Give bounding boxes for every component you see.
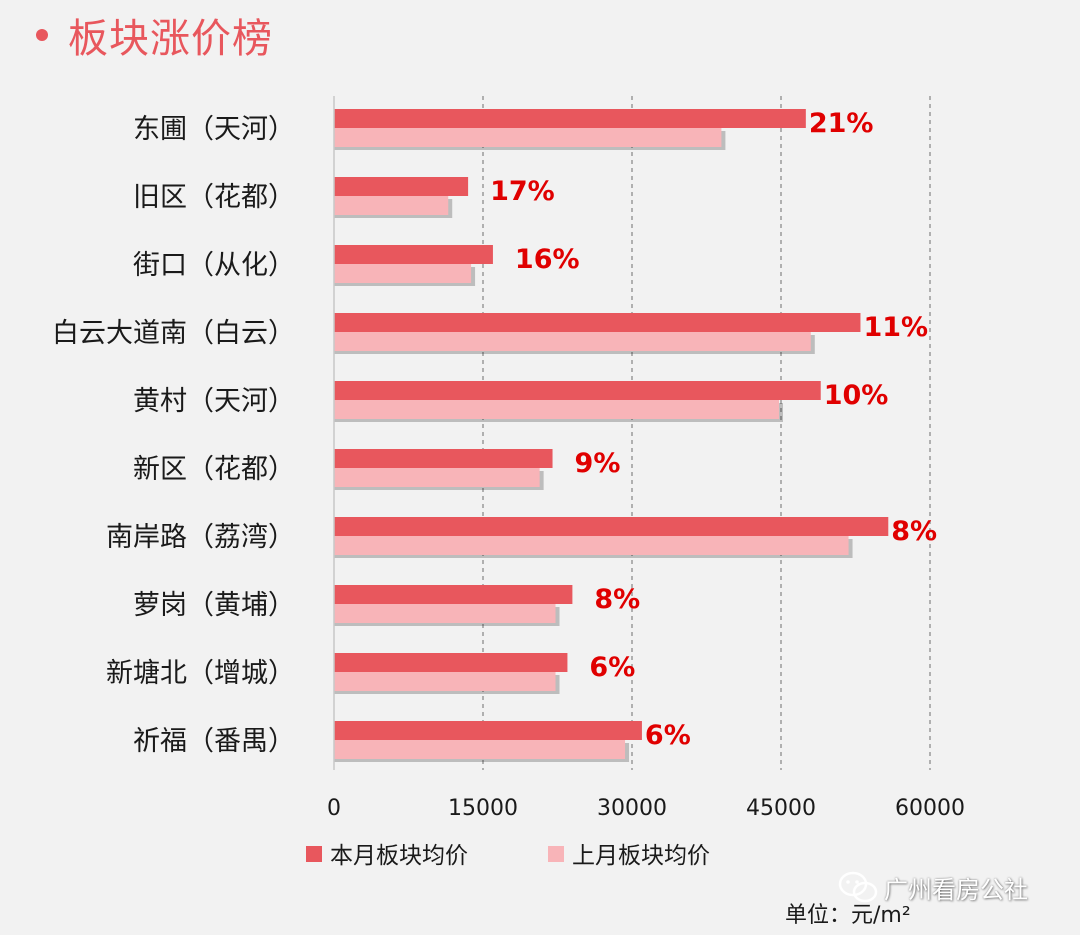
x-tick-label: 15000 xyxy=(448,796,518,821)
percent-change-label: 11% xyxy=(863,312,928,343)
bar-previous-month xyxy=(334,332,811,351)
bar-current-month xyxy=(334,177,469,196)
x-tick-label: 60000 xyxy=(895,796,965,821)
percent-change-label: 21% xyxy=(809,108,874,139)
percent-change-label: 8% xyxy=(891,516,937,547)
percent-change-label: 16% xyxy=(515,244,580,275)
bar-current-month xyxy=(334,653,568,672)
bar-current-month xyxy=(334,245,493,264)
bar-previous-month xyxy=(334,468,540,487)
bar-current-month xyxy=(334,517,889,536)
legend: 本月板块均价 上月板块均价 xyxy=(306,843,710,869)
percent-change-label: 10% xyxy=(824,380,889,411)
percent-change-label: 8% xyxy=(594,584,640,615)
legend-label: 上月板块均价 xyxy=(572,843,710,869)
bar-current-month xyxy=(334,721,642,740)
chart-title: 板块涨价榜 xyxy=(68,16,273,62)
bar-previous-month xyxy=(334,264,472,283)
percent-change-label: 9% xyxy=(575,448,621,479)
label-layer: 东圃（天河） 21% 旧区（花都） 17% 街口（从化） 16% 白云大道南（白云） 11% 黄… xyxy=(52,108,937,757)
category-label: 南岸路（荔湾） xyxy=(106,522,295,553)
percent-change-label: 6% xyxy=(645,720,691,751)
bar-current-month xyxy=(334,585,573,604)
chart-title-block: 板块涨价榜 xyxy=(36,6,273,64)
bar-current-month xyxy=(334,381,821,400)
x-tick-label: 30000 xyxy=(597,796,667,821)
category-label: 旧区（花都） xyxy=(133,182,295,213)
bar-previous-month xyxy=(334,400,780,419)
bullet-dot-icon xyxy=(36,29,48,41)
watermark-text: 广州看房公社 xyxy=(884,876,1028,904)
legend-swatch xyxy=(306,846,322,862)
bar-current-month xyxy=(334,449,553,468)
category-label: 萝岗（黄埔） xyxy=(133,590,295,621)
category-label: 东圃（天河） xyxy=(133,114,295,145)
category-label: 白云大道南（白云） xyxy=(52,318,295,349)
category-label: 街口（从化） xyxy=(133,250,295,281)
percent-change-label: 17% xyxy=(490,176,555,207)
bar-previous-month xyxy=(334,740,626,759)
bar-previous-month xyxy=(334,196,449,215)
bar-layer xyxy=(334,109,889,762)
category-label: 黄村（天河） xyxy=(133,386,295,417)
bar-previous-month xyxy=(334,536,849,555)
x-tick-label: 45000 xyxy=(746,796,816,821)
category-label: 新区（花都） xyxy=(133,454,295,485)
bar-current-month xyxy=(334,109,806,128)
legend-label: 本月板块均价 xyxy=(330,843,468,869)
category-label: 祈福（番禺） xyxy=(133,726,295,757)
bar-previous-month xyxy=(334,672,556,691)
percent-change-label: 6% xyxy=(589,652,635,683)
wechat-icon xyxy=(838,871,878,902)
bar-previous-month xyxy=(334,128,722,147)
bar-previous-month xyxy=(334,604,556,623)
category-label: 新塘北（增城） xyxy=(106,658,295,689)
bar-current-month xyxy=(334,313,861,332)
axis-layer: 0 15000 30000 45000 60000 xyxy=(327,96,965,821)
legend-swatch xyxy=(548,846,564,862)
watermark: 广州看房公社 xyxy=(838,870,1028,905)
unit-label: 单位：元/m² xyxy=(785,903,911,928)
x-tick-label: 0 xyxy=(327,796,341,821)
